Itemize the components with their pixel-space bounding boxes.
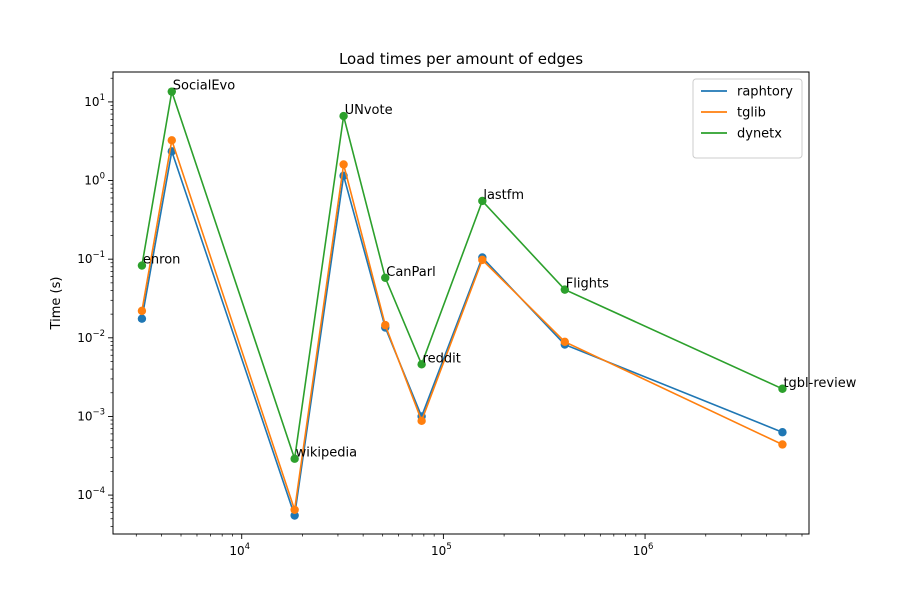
point-label: Flights bbox=[566, 277, 609, 292]
plot-frame bbox=[112, 71, 810, 535]
data-point-dynetx bbox=[137, 261, 147, 270]
data-point-dynetx bbox=[290, 454, 299, 463]
data-point-tglib bbox=[778, 440, 787, 449]
series-line-raphtory bbox=[141, 151, 783, 516]
legend-label: tglib bbox=[737, 106, 766, 121]
legend-box bbox=[692, 78, 803, 159]
legend-label: dynetx bbox=[737, 127, 782, 142]
point-label: tgbl-review bbox=[783, 376, 856, 391]
data-point-dynetx bbox=[417, 360, 426, 369]
y-tick-label: 101 bbox=[84, 93, 105, 109]
data-point-tglib bbox=[478, 255, 487, 265]
series-line-dynetx bbox=[141, 91, 783, 459]
data-point-dynetx bbox=[560, 285, 570, 294]
plot-area: enron SocialEvo wikipedia UNvote CanParl redd… bbox=[137, 79, 857, 520]
data-point-tglib bbox=[167, 136, 176, 145]
data-point-tglib bbox=[290, 505, 299, 514]
point-label: SocialEvo bbox=[173, 79, 235, 94]
y-tick-label: 10−4 bbox=[77, 486, 105, 502]
data-point-dynetx bbox=[167, 87, 176, 96]
data-point-raphtory bbox=[778, 428, 787, 437]
data-point-tglib bbox=[381, 320, 390, 330]
data-point-dynetx bbox=[478, 196, 487, 206]
legend-label: raphtory bbox=[737, 85, 793, 100]
y-tick-label: 10−3 bbox=[77, 407, 105, 423]
point-label: CanParl bbox=[386, 265, 435, 280]
y-axis-label: Time (s) bbox=[49, 277, 64, 331]
x-tick-label: 104 bbox=[229, 542, 250, 558]
y-tick-label: 10−1 bbox=[77, 250, 105, 266]
y-tick-label: 10−2 bbox=[77, 329, 105, 345]
data-point-dynetx bbox=[778, 384, 787, 393]
data-point-tglib bbox=[137, 306, 147, 316]
data-point-tglib bbox=[417, 416, 426, 426]
data-point-tglib bbox=[560, 337, 570, 346]
point-label: wikipedia bbox=[296, 446, 357, 461]
x-tick-label: 105 bbox=[431, 542, 452, 558]
data-point-tglib bbox=[339, 160, 348, 169]
data-point-raphtory bbox=[137, 314, 147, 323]
series-line-tglib bbox=[141, 140, 783, 511]
point-label: UNvote bbox=[345, 103, 393, 118]
point-label: enron bbox=[143, 253, 181, 268]
data-point-dynetx bbox=[381, 273, 390, 282]
data-point-dynetx bbox=[339, 111, 348, 121]
point-label: lastfm bbox=[483, 188, 524, 203]
chart-title: Load times per amount of edges bbox=[339, 50, 583, 68]
x-tick-label: 106 bbox=[633, 542, 654, 558]
legend: raphtory tglib dynetx bbox=[692, 78, 803, 159]
y-tick-label: 100 bbox=[84, 172, 105, 188]
point-label: reddit bbox=[423, 351, 461, 366]
